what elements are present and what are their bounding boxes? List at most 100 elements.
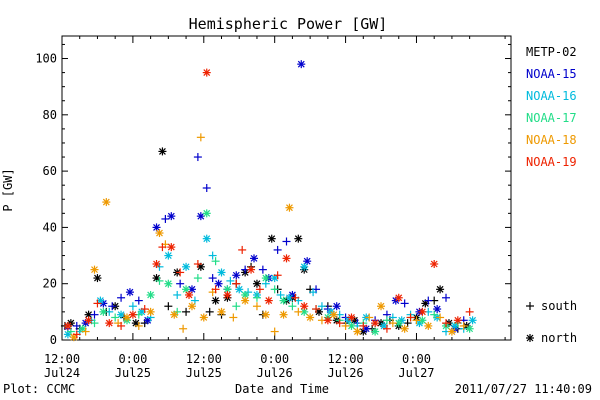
data-point-north xyxy=(371,327,380,336)
footer-timestamp: 2011/07/27 11:40:09 xyxy=(455,382,592,396)
data-point-north xyxy=(394,293,403,302)
data-point-south xyxy=(309,288,318,297)
data-point-south xyxy=(382,324,391,333)
data-point-south xyxy=(196,133,205,142)
data-point-south xyxy=(208,274,217,283)
data-point-south xyxy=(442,293,451,302)
x-tick-label-date: Jul25 xyxy=(115,366,151,380)
marker-legend: south north xyxy=(526,299,577,345)
data-point-north xyxy=(332,302,341,311)
data-point-south xyxy=(282,237,291,246)
x-tick-label-date: Jul27 xyxy=(398,366,434,380)
data-point-north xyxy=(279,296,288,305)
data-point-north xyxy=(247,265,256,274)
data-point-north xyxy=(430,260,439,268)
data-point-south xyxy=(255,285,264,294)
data-point-north xyxy=(418,307,427,316)
data-point-south xyxy=(400,299,409,308)
x-tick-label-date: Jul26 xyxy=(328,366,364,380)
data-point-south xyxy=(341,321,350,330)
data-point-north xyxy=(285,293,294,302)
data-point-south xyxy=(465,307,474,316)
data-point-south xyxy=(436,313,445,322)
data-point-south xyxy=(252,302,261,311)
data-point-south xyxy=(258,265,267,274)
data-point-south xyxy=(182,307,191,316)
data-point-south xyxy=(108,302,117,311)
data-point-south xyxy=(161,214,170,223)
data-point-south xyxy=(128,302,137,311)
y-axis-label: P [GW] xyxy=(1,168,15,211)
data-point-south xyxy=(270,285,279,294)
data-point-north xyxy=(306,313,315,322)
data-point-south xyxy=(430,310,439,319)
data-point-north xyxy=(182,285,191,294)
data-point-south xyxy=(193,260,202,268)
data-point-north xyxy=(447,327,456,336)
data-point-north xyxy=(164,251,173,260)
data-point-north xyxy=(164,279,173,288)
data-point-north xyxy=(282,254,291,263)
data-point-north xyxy=(353,327,362,336)
data-point-north xyxy=(202,68,211,77)
series-metp-02 xyxy=(60,147,471,336)
data-point-north xyxy=(297,60,306,69)
data-point-north xyxy=(122,313,131,322)
data-point-south xyxy=(226,276,235,285)
data-point-north xyxy=(99,307,108,316)
data-point-south xyxy=(134,296,143,305)
data-point-north xyxy=(102,198,111,207)
data-point-north xyxy=(152,260,161,268)
data-point-north xyxy=(285,203,294,212)
data-point-south xyxy=(90,310,99,319)
series-noaa-19 xyxy=(63,68,474,339)
data-point-south xyxy=(412,316,421,325)
chart-title: Hemispheric Power [GW] xyxy=(189,15,388,33)
data-point-south xyxy=(176,279,185,288)
x-axis: 12:00Jul240:00Jul2512:00Jul250:00Jul2612… xyxy=(44,36,506,380)
data-point-north xyxy=(465,324,474,333)
series-legend: METP-02 NOAA-15 NOAA-16 NOAA-17 NOAA-18 NOAA-… xyxy=(526,45,577,169)
data-point-north xyxy=(170,310,179,319)
y-tick-label: 80 xyxy=(43,108,57,122)
data-point-south xyxy=(158,243,167,252)
x-tick-label-time: 0:00 xyxy=(260,352,289,366)
x-tick-label-time: 12:00 xyxy=(328,352,364,366)
data-point-north xyxy=(418,316,427,325)
data-point-south xyxy=(211,257,220,266)
data-point-north xyxy=(232,271,241,280)
legend-entry-noaa-17: NOAA-17 xyxy=(526,111,577,125)
data-point-south xyxy=(117,293,126,302)
data-point-south xyxy=(232,302,241,311)
marker-legend-label: south xyxy=(541,299,577,313)
data-point-north xyxy=(261,310,270,319)
x-tick-label-time: 12:00 xyxy=(186,352,222,366)
data-point-south xyxy=(155,276,164,285)
data-point-south xyxy=(294,307,303,316)
data-point-north xyxy=(217,307,226,316)
x-tick-label-date: Jul25 xyxy=(186,366,222,380)
data-point-north xyxy=(300,262,309,271)
data-point-north xyxy=(377,302,386,311)
data-point-north xyxy=(202,234,211,243)
marker-legend-label: north xyxy=(541,331,577,345)
data-point-north xyxy=(252,279,261,288)
series-noaa-18 xyxy=(69,133,468,342)
data-point-north xyxy=(294,234,303,243)
marker-legend-symbol-north xyxy=(526,334,534,342)
data-point-south xyxy=(72,321,81,330)
plot-frame xyxy=(61,35,512,341)
data-point-north xyxy=(217,268,226,277)
data-point-south xyxy=(424,296,433,305)
data-point-north xyxy=(433,305,442,314)
x-axis-label: Date and Time xyxy=(235,382,329,396)
data-point-north xyxy=(185,290,194,299)
y-tick-label: 100 xyxy=(35,52,57,66)
data-point-south xyxy=(202,184,211,192)
y-axis: 0 20 40 60 80 100 xyxy=(35,43,511,347)
data-point-north xyxy=(279,310,288,319)
data-point-south xyxy=(81,327,90,336)
data-point-south xyxy=(93,299,102,308)
data-point-south xyxy=(72,330,81,339)
